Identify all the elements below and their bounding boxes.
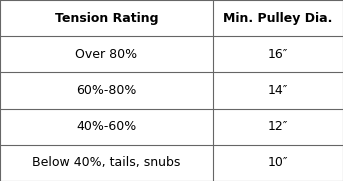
Text: Tension Rating: Tension Rating [55,12,158,25]
Text: Below 40%, tails, snubs: Below 40%, tails, snubs [32,156,180,169]
Text: Over 80%: Over 80% [75,48,138,61]
Text: 14″: 14″ [268,84,288,97]
Text: 12″: 12″ [268,120,288,133]
Text: 60%-80%: 60%-80% [76,84,137,97]
Text: 16″: 16″ [268,48,288,61]
Text: 10″: 10″ [268,156,288,169]
Text: Min. Pulley Dia.: Min. Pulley Dia. [223,12,332,25]
Text: 40%-60%: 40%-60% [76,120,137,133]
